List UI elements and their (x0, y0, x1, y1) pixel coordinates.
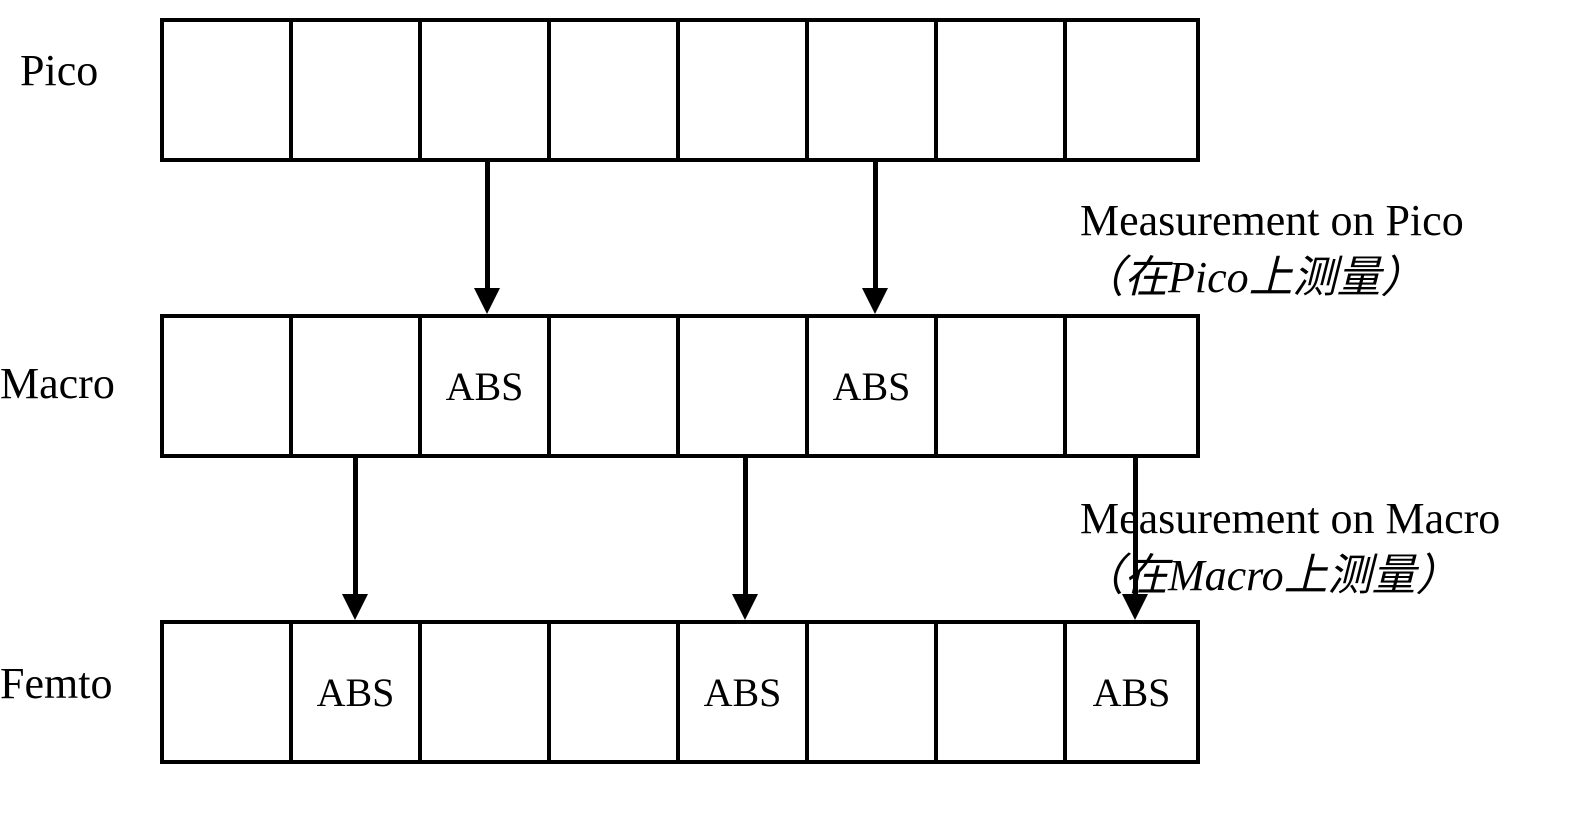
pico-cell-5 (809, 22, 938, 158)
pico-grid (160, 18, 1200, 162)
macro-cell-4 (680, 318, 809, 454)
pico-cell-0 (164, 22, 293, 158)
pico-cell-1 (293, 22, 422, 158)
annotation-pico-cn: （在Pico上测量） (1080, 249, 1464, 306)
arrow-head-icon (342, 594, 368, 620)
annotation-macro-en: Measurement on Macro (1080, 490, 1500, 547)
arrow-line (873, 162, 878, 290)
femto-cell-0 (164, 624, 293, 760)
arrow-head-icon (474, 288, 500, 314)
annotation-pico: Measurement on Pico （在Pico上测量） (1080, 192, 1464, 306)
femto-cell-3 (551, 624, 680, 760)
femto-cell-5 (809, 624, 938, 760)
macro-cell-3 (551, 318, 680, 454)
macro-cell-7 (1067, 318, 1196, 454)
annotation-pico-en: Measurement on Pico (1080, 192, 1464, 249)
pico-cell-7 (1067, 22, 1196, 158)
femto-cell-7: ABS (1067, 624, 1196, 760)
diagram-container: Pico Measurement on Pico （在Pico上测量） Macr… (0, 0, 1569, 829)
pico-cell-6 (938, 22, 1067, 158)
macro-cell-6 (938, 318, 1067, 454)
macro-cell-2: ABS (422, 318, 551, 454)
macro-cell-5: ABS (809, 318, 938, 454)
femto-cell-1: ABS (293, 624, 422, 760)
annotation-macro-cn: （在Macro上测量） (1080, 547, 1500, 604)
pico-cell-3 (551, 22, 680, 158)
femto-cell-4: ABS (680, 624, 809, 760)
arrow-line (353, 458, 358, 596)
femto-cell-6 (938, 624, 1067, 760)
arrow-line (485, 162, 490, 290)
arrow-head-icon (862, 288, 888, 314)
arrow-line (743, 458, 748, 596)
annotation-macro: Measurement on Macro （在Macro上测量） (1080, 490, 1500, 604)
pico-label: Pico (20, 45, 98, 96)
macro-grid: ABS ABS (160, 314, 1200, 458)
femto-cell-2 (422, 624, 551, 760)
femto-grid: ABS ABS ABS (160, 620, 1200, 764)
macro-label: Macro (0, 358, 115, 409)
macro-cell-1 (293, 318, 422, 454)
macro-cell-0 (164, 318, 293, 454)
arrow-head-icon (732, 594, 758, 620)
pico-cell-4 (680, 22, 809, 158)
femto-label: Femto (0, 658, 112, 709)
pico-cell-2 (422, 22, 551, 158)
